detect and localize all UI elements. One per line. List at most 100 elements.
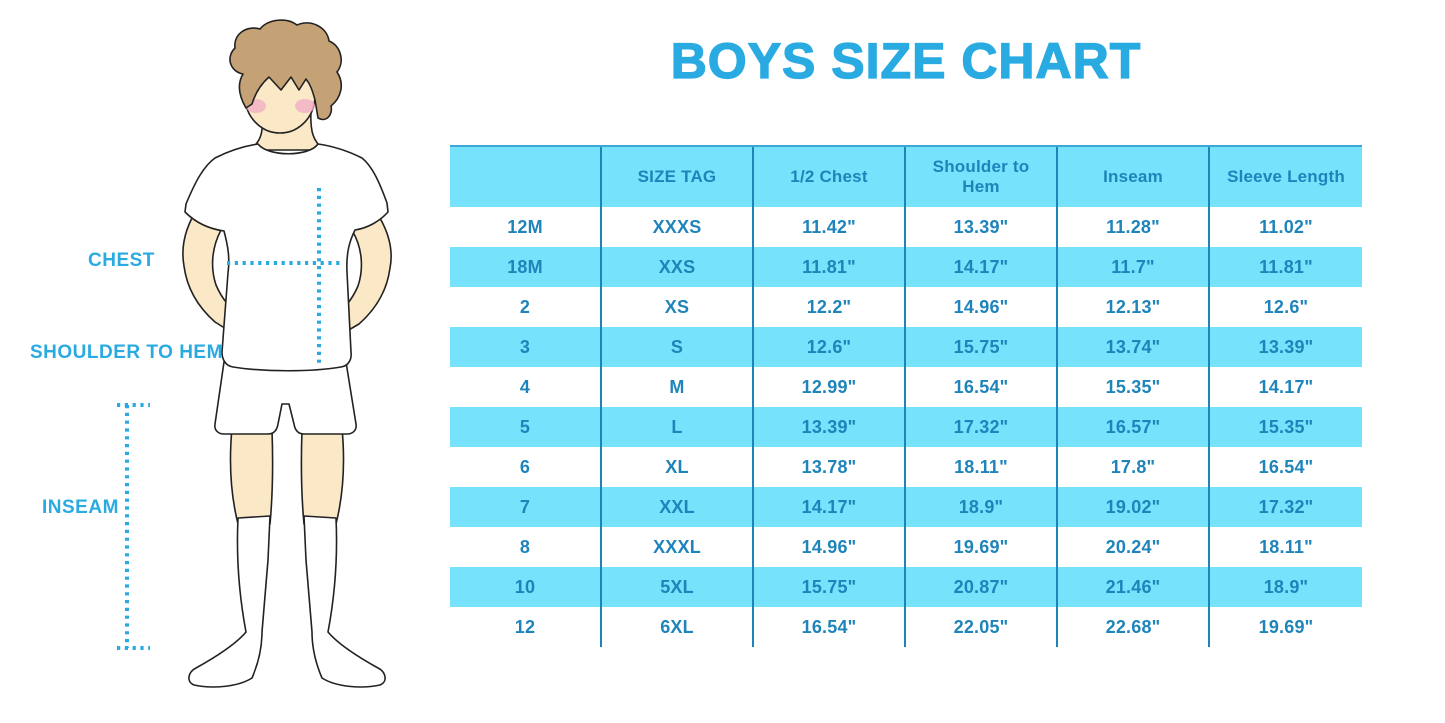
table-cell: 2 (450, 287, 602, 327)
table-cell: XXS (602, 247, 754, 287)
table-cell: 21.46" (1058, 567, 1210, 607)
table-cell: 11.81" (754, 247, 906, 287)
right-blush (295, 99, 315, 113)
boy-illustration (117, 19, 392, 688)
table-cell: 15.35" (1058, 367, 1210, 407)
table-cell: 15.35" (1258, 416, 1314, 437)
table-row: 12M XXXS 11.42" 13.39" 11.28" 11.02" (450, 207, 1362, 247)
column-header (450, 147, 602, 207)
right-sock (303, 515, 386, 688)
table-cell: 6XL (602, 607, 754, 647)
table-row: 18M XXS 11.81" 14.17" 11.7" 11.81" (450, 247, 1362, 287)
column-header: 1/2 Chest (754, 147, 906, 207)
table-cell: 4 (450, 367, 602, 407)
left-thigh (229, 427, 274, 525)
table-cell: 17.32" (1258, 496, 1314, 517)
table-cell: 6 (450, 447, 602, 487)
column-header: Shoulder to Hem (906, 147, 1058, 207)
table-cell: 20.87" (906, 567, 1058, 607)
table-cell: 12.99" (754, 367, 906, 407)
table-cell: 7 (450, 487, 602, 527)
table-cell: 14.17" (906, 247, 1058, 287)
table-cell: 14.96" (906, 287, 1058, 327)
table-cell: 17.8" (1058, 447, 1210, 487)
table-cell: 12.2" (754, 287, 906, 327)
table-cell: 12.6" (1263, 296, 1309, 317)
table-cell: 8 (450, 527, 602, 567)
t-shirt (184, 143, 389, 372)
table-cell: XL (602, 447, 754, 487)
size-table: SIZE TAG 1/2 Chest Shoulder to Hem Inseam Sl… (450, 145, 1362, 647)
table-cell: 11.7" (1058, 247, 1210, 287)
table-cell: S (602, 327, 754, 367)
table-cell: 10 (450, 567, 602, 607)
table-cell: 15.75" (906, 327, 1058, 367)
table-row: 10 5XL 15.75" 20.87" 21.46" 18.9" (450, 567, 1362, 607)
table-cell: 19.02" (1058, 487, 1210, 527)
table-cell: 11.42" (754, 207, 906, 247)
table-cell: 12.6" (754, 327, 906, 367)
table-cell: 22.68" (1058, 607, 1210, 647)
table-cell: L (602, 407, 754, 447)
table-cell: 12 (450, 607, 602, 647)
table-cell: 11.02" (1259, 216, 1313, 237)
table-cell: 13.39" (754, 407, 906, 447)
table-cell: 13.39" (1258, 336, 1314, 357)
chest-label: CHEST (88, 250, 155, 271)
table-row: 8 XXXL 14.96" 19.69" 20.24" 18.11" (450, 527, 1362, 567)
table-cell: XXL (602, 487, 754, 527)
table-cell: 16.54" (906, 367, 1058, 407)
table-cell: 14.17" (1258, 376, 1314, 397)
page-title: BOYS SIZE CHART (670, 32, 1142, 89)
table-row: 7 XXL 14.17" 18.9" 19.02" 17.32" (450, 487, 1362, 527)
table-row: 5 L 13.39" 17.32" 16.57" 15.35" (450, 407, 1362, 447)
table-cell: 18.9" (906, 487, 1058, 527)
size-table-header: SIZE TAG 1/2 Chest Shoulder to Hem Inseam Sl… (450, 147, 1362, 207)
table-cell: XXXS (602, 207, 754, 247)
table-cell: 14.17" (754, 487, 906, 527)
table-cell: 19.69" (906, 527, 1058, 567)
column-header: Inseam (1058, 147, 1210, 207)
table-row: 6 XL 13.78" 18.11" 17.8" 16.54" (450, 447, 1362, 487)
table-cell: 18M (450, 247, 602, 287)
table-cell: 17.32" (906, 407, 1058, 447)
column-header: SIZE TAG (602, 147, 754, 207)
table-cell: 16.54" (754, 607, 906, 647)
table-cell: 18.9" (1263, 576, 1309, 597)
table-cell: M (602, 367, 754, 407)
table-row: 2 XS 12.2" 14.96" 12.13" 12.6" (450, 287, 1362, 327)
shorts (214, 361, 357, 435)
table-cell: 11.28" (1058, 207, 1210, 247)
table-cell: 20.24" (1058, 527, 1210, 567)
table-cell: 15.75" (754, 567, 906, 607)
table-cell: 16.54" (1258, 456, 1314, 477)
table-cell: 12.13" (1058, 287, 1210, 327)
table-cell: 19.69" (1258, 616, 1314, 637)
table-cell: 12M (450, 207, 602, 247)
table-cell: 5 (450, 407, 602, 447)
inseam-label: INSEAM (42, 497, 119, 518)
table-cell: XS (602, 287, 754, 327)
left-sock (188, 515, 271, 688)
table-cell: 13.78" (754, 447, 906, 487)
table-cell: 18.11" (1259, 536, 1313, 557)
table-cell: 18.11" (906, 447, 1058, 487)
shoulder-to-hem-label: SHOULDER TO HEM (30, 342, 223, 363)
table-cell: 3 (450, 327, 602, 367)
table-cell: 11.81" (1259, 256, 1313, 277)
hair (229, 19, 343, 121)
right-thigh (300, 427, 345, 525)
boy-measurement-figure: CHEST SHOULDER TO HEM INSEAM (0, 0, 450, 723)
table-cell: 22.05" (906, 607, 1058, 647)
column-header: Sleeve Length (1227, 167, 1345, 187)
table-cell: 16.57" (1058, 407, 1210, 447)
table-cell: 13.74" (1058, 327, 1210, 367)
table-cell: 5XL (602, 567, 754, 607)
table-cell: 13.39" (906, 207, 1058, 247)
table-row: 4 M 12.99" 16.54" 15.35" 14.17" (450, 367, 1362, 407)
table-cell: XXXL (602, 527, 754, 567)
table-row: 12 6XL 16.54" 22.05" 22.68" 19.69" (450, 607, 1362, 647)
size-table-body: 12M XXXS 11.42" 13.39" 11.28" 11.02" 18M XXS 11.… (450, 207, 1362, 647)
table-row: 3 S 12.6" 15.75" 13.74" 13.39" (450, 327, 1362, 367)
